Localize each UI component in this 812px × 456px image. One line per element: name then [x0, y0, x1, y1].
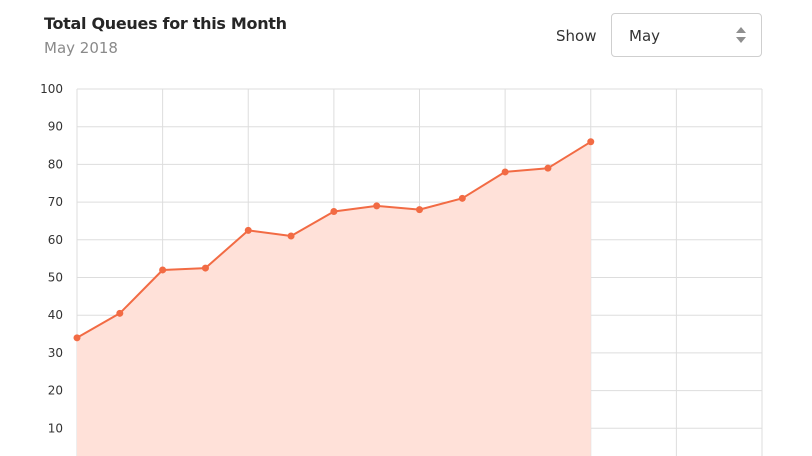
y-tick-label: 90 [48, 120, 63, 134]
y-tick-label: 80 [48, 157, 63, 171]
y-tick-label: 70 [48, 195, 63, 209]
area-fill [77, 141, 591, 456]
data-point [416, 206, 423, 214]
data-point [159, 266, 167, 274]
y-tick-label: 50 [48, 271, 63, 285]
y-tick-label: 60 [48, 233, 63, 247]
y-tick-label: 30 [48, 346, 63, 360]
y-tick-label: 10 [48, 421, 63, 435]
data-point [587, 138, 595, 146]
data-point [544, 164, 552, 172]
data-point [287, 232, 295, 240]
updown-arrows-icon [736, 27, 746, 43]
chart-subtitle: May 2018 [44, 39, 118, 57]
data-point [373, 202, 381, 210]
data-point [116, 309, 124, 317]
month-select-value: May [629, 27, 661, 45]
data-point [244, 226, 252, 234]
y-tick-label: 100 [40, 82, 63, 96]
y-tick-label: 40 [48, 308, 63, 322]
chart-title: Total Queues for this Month [44, 14, 287, 33]
data-point [330, 208, 338, 216]
data-point [501, 168, 509, 176]
show-label: Show [556, 27, 597, 45]
data-points [73, 138, 595, 342]
data-point [73, 334, 81, 342]
y-axis-tick-labels: 10 20 30 40 50 60 70 80 90 100 [40, 82, 63, 435]
y-tick-label: 20 [48, 384, 63, 398]
data-point [201, 264, 209, 272]
data-point [458, 194, 466, 202]
month-select[interactable]: May [611, 13, 762, 57]
